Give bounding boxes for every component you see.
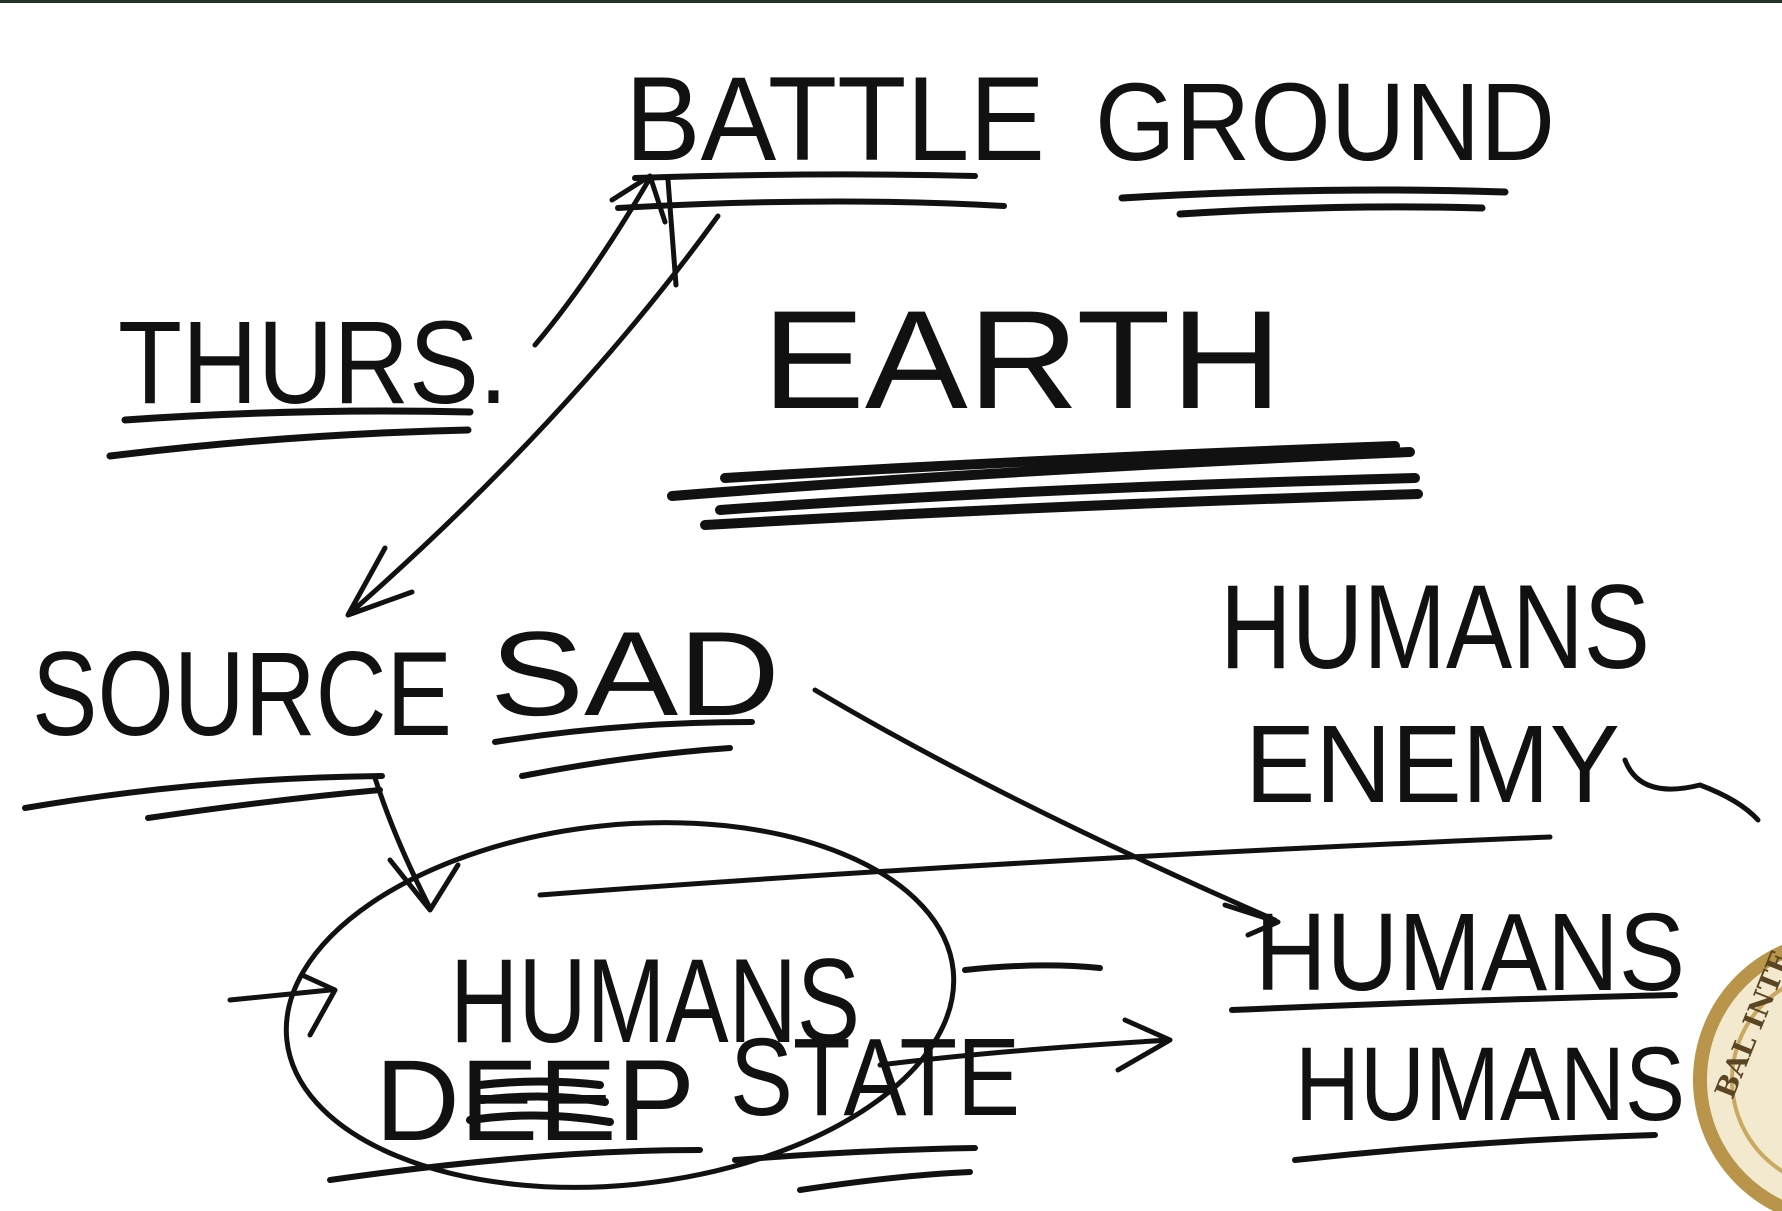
label-humans-top: HUMANS [1220, 560, 1650, 694]
label-source: SOURCE [32, 627, 452, 761]
enemy-tail [1622, 757, 1761, 823]
label-enemy: ENEMY [1245, 703, 1620, 826]
underline-battle [615, 171, 1007, 211]
circle-around-humans [283, 820, 957, 1190]
top-edge-bar [0, 0, 1782, 3]
seal-logo: BAL INTE [1693, 944, 1782, 1211]
label-humans-bottom: HUMANS [1295, 1026, 1685, 1143]
arrow-into-circle [227, 972, 338, 1038]
label-battle: BAttLE [625, 52, 1045, 186]
label-sad: SAD [490, 607, 780, 741]
underline-deep-state [327, 1145, 978, 1193]
arrow-battleground-to-source [345, 213, 721, 618]
scribble-over-deep [466, 1077, 614, 1126]
label-humans-right: HUMANS [1255, 891, 1685, 1014]
arrow-state-to-humans [877, 1017, 1173, 1073]
dash-between-humans [962, 962, 1103, 973]
label-earth: EARTH [762, 281, 1282, 438]
underline-earth [667, 441, 1423, 530]
label-state: STATE [730, 1016, 1020, 1139]
underline-thurs [106, 407, 474, 460]
underline-humans-bottom [1292, 1132, 1658, 1163]
arrow-source-to-circle [372, 775, 461, 913]
arrow-thurs-to-battleground [532, 173, 668, 348]
underline-sad [492, 719, 755, 779]
label-ground: GROUND [1095, 61, 1555, 184]
stroke-battleground-down [665, 177, 679, 288]
label-humans-circle: HUMANS [450, 934, 860, 1068]
label-thurs: THURS. [118, 297, 508, 429]
line-circle-to-enemy [537, 834, 1553, 898]
underline-source [22, 773, 385, 821]
label-deep: DEEP [375, 1037, 695, 1165]
underline-humans-right [1229, 992, 1678, 1013]
arrow-sad-to-humans [812, 687, 1281, 938]
underline-ground [1118, 186, 1509, 218]
